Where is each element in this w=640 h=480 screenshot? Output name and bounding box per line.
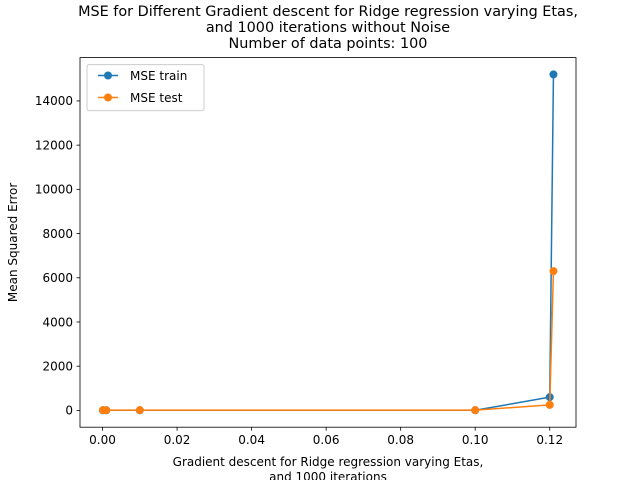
data-point [549,70,558,79]
y-tick-label: 14000 [35,94,73,108]
legend: MSE train MSE test [86,64,205,112]
data-point [102,406,111,415]
title-line-2: and 1000 iterations without Noise [206,20,450,36]
legend-label: MSE test [130,91,183,105]
y-tick-label: 2000 [42,359,73,373]
x-tick-label: 0.10 [462,433,489,447]
x-tick-label: 0.08 [387,433,414,447]
x-tick-label: 0.06 [313,433,340,447]
legend-swatch-marker [104,93,112,102]
y-tick-label: 12000 [35,138,73,152]
data-point [135,406,144,415]
y-axis-label: Mean Squared Error [6,183,20,303]
x-tick-label: 0.12 [536,433,563,447]
x-tick-label: 0.00 [89,433,116,447]
y-tick-label: 8000 [42,227,73,241]
x-axis: 0.00 0.02 0.04 0.06 0.08 0.10 0.12 [89,427,563,447]
chart-title: MSE for Different Gradient descent for R… [78,4,578,52]
x-tick-label: 0.02 [164,433,191,447]
legend-label: MSE train [130,69,187,83]
x-tick-label: 0.04 [238,433,265,447]
data-point [549,267,558,276]
legend-swatch-marker [104,71,112,80]
title-line-3: Number of data points: 100 [229,36,428,52]
x-axis-label-line-2: and 1000 iterations [269,470,387,480]
y-tick-label: 6000 [42,271,73,285]
y-tick-label: 0 [65,404,73,418]
plot-area [80,57,576,428]
series-mse-test [98,267,558,415]
series-layer [98,70,558,415]
y-tick-label: 4000 [42,315,73,329]
y-tick-label: 10000 [35,183,73,197]
title-line-1: MSE for Different Gradient descent for R… [78,4,578,20]
data-point [545,400,554,409]
x-axis-label: Gradient descent for Ridge regression va… [173,455,484,480]
data-point [471,406,480,415]
x-axis-label-line-1: Gradient descent for Ridge regression va… [173,455,484,469]
plot-frame [79,57,577,428]
y-axis: 0 2000 4000 6000 8000 10000 12000 14000 [35,94,80,418]
